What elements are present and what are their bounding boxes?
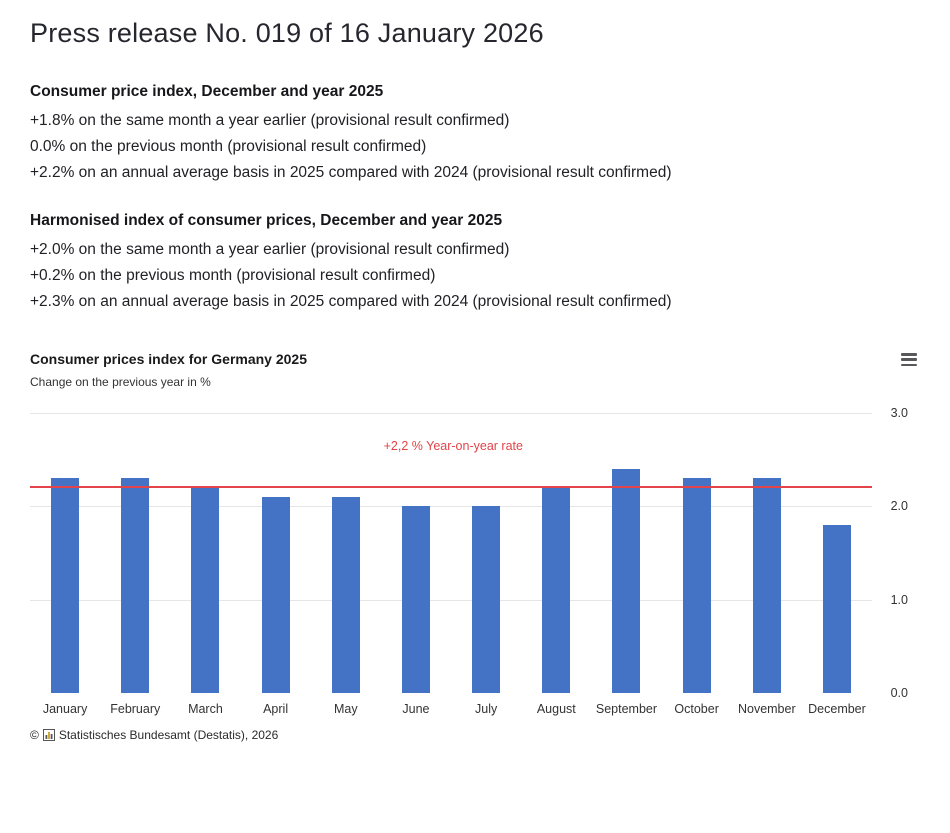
cpi-line-monthly: 0.0% on the previous month (provisional … [30,138,427,155]
bar-slot [591,469,661,693]
x-axis-label-march: March [188,702,223,716]
bar-february[interactable] [121,478,150,693]
bar-slot [662,478,732,693]
y-axis-tick-label: 2.0 [890,499,908,514]
chart-container: Consumer prices index for Germany 2025 C… [30,351,920,742]
x-axis-label-july: July [475,702,498,716]
section-harmonised-index: Harmonised index of consumer prices, Dec… [30,212,920,315]
gridline [30,413,872,414]
bar-july[interactable] [472,506,501,693]
bar-march[interactable] [191,487,220,693]
bar-october[interactable] [682,478,711,693]
plot-area: +2,2 % Year-on-year rate [30,413,872,693]
cpi-line-annual-average: +2.2% on an annual average basis in 2025… [30,164,672,181]
bar-slot [451,506,521,693]
chart-credits-link[interactable]: © Statistisches Bundesamt (Destatis), 20… [30,728,278,742]
bar-slot [381,506,451,693]
destatis-logo-icon [42,729,55,741]
y-axis-tick-label: 1.0 [890,592,908,607]
bar-slot [241,497,311,693]
chart-subtitle: Change on the previous year in % [30,375,211,389]
reference-line-label: +2,2 % Year-on-year rate [383,439,523,453]
x-axis-label-december: December [808,702,866,716]
bar-august[interactable] [542,487,571,693]
hicp-line-annual-average: +2.3% on an annual average basis in 2025… [30,293,672,310]
bar-september[interactable] [612,469,641,693]
chart-header: Consumer prices index for Germany 2025 C… [30,351,920,389]
hamburger-menu-icon[interactable] [898,351,920,368]
bar-may[interactable] [331,497,360,693]
section-heading-cpi: Consumer price index, December and year … [30,83,384,100]
x-axis-label-october: October [674,702,719,716]
x-axis-label-april: April [263,702,289,716]
section-consumer-price-index: Consumer price index, December and year … [30,83,920,186]
plot-row: +2,2 % Year-on-year rate 0.0 1.0 2.0 3.0 Ja… [30,406,908,716]
credits-text: Statistisches Bundesamt (Destatis), 2026 [58,728,279,742]
hicp-line-monthly: +0.2% on the previous month (provisional… [30,267,436,284]
bar-series [30,413,872,693]
gridline [30,599,872,601]
hicp-line-yearly: +2.0% on the same month a year earlier (… [30,241,510,258]
bar-december[interactable] [822,525,851,693]
x-axis-label-august: August [536,702,576,716]
bar-slot [311,497,381,693]
x-axis-label-may: May [333,702,358,716]
bar-june[interactable] [401,506,430,693]
chart-titles: Consumer prices index for Germany 2025 C… [30,351,307,389]
bar-slot [170,487,240,693]
bar-slot [802,525,872,693]
y-axis-tick-label: 3.0 [890,406,908,420]
bar-slot [30,478,100,693]
gridline [30,506,872,508]
bar-slot [100,478,170,693]
y-axis-tick-label: 0.0 [890,686,908,700]
x-axis-label-september: September [595,702,658,716]
x-axis: January February March April May June July Augu… [30,702,872,716]
x-axis-label-november: November [737,702,796,716]
bar-november[interactable] [752,478,781,693]
section-heading-hicp: Harmonised index of consumer prices, Dec… [30,212,503,229]
bar-slot [521,487,591,693]
x-axis-label-january: January [42,702,88,716]
x-axis-label-february: February [110,702,161,716]
page-title: Press release No. 019 of 16 January 2026 [30,18,544,48]
x-axis-label-june: June [402,702,430,716]
chart-title: Consumer prices index for Germany 2025 [30,351,307,367]
copyright-symbol: © [30,728,39,742]
cpi-line-yearly: +1.8% on the same month a year earlier (… [30,112,510,129]
bar-january[interactable] [51,478,80,693]
bar-april[interactable] [261,497,290,693]
bar-slot [732,478,802,693]
reference-line [30,485,872,488]
y-axis: 0.0 1.0 2.0 3.0 [872,406,918,700]
